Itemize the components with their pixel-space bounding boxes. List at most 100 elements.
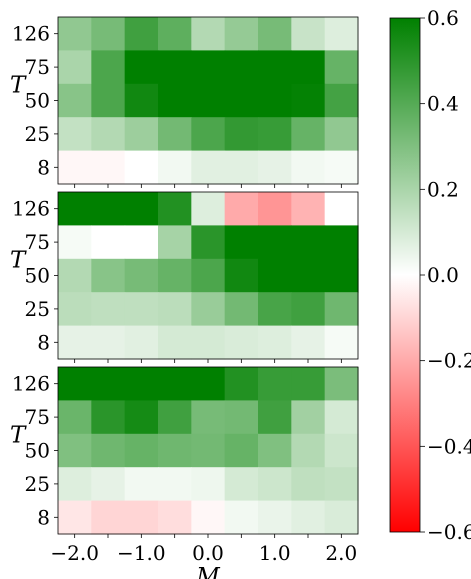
heatmap-cell	[258, 325, 292, 360]
heatmap-cell	[291, 258, 326, 293]
heatmap-cell	[191, 292, 226, 327]
heatmap-cell	[91, 467, 126, 502]
heatmap-cell	[258, 225, 292, 260]
colorbar-tick-label: −0.4	[427, 434, 471, 458]
heatmap-cell	[191, 50, 226, 85]
heatmap-cell	[324, 258, 359, 293]
heatmap-cell	[91, 17, 126, 51]
heatmap-cell	[91, 433, 126, 468]
heatmap-cell	[158, 83, 192, 118]
heatmap-cell	[91, 150, 126, 185]
heatmap-cell	[124, 150, 159, 185]
heatmap-cell	[58, 83, 92, 118]
heatmap-cell	[258, 83, 292, 118]
heatmap-cell	[291, 117, 326, 152]
heatmap-cell	[324, 325, 359, 360]
heatmap-cell	[124, 292, 159, 327]
heatmap-cell	[224, 292, 259, 327]
heatmap-cell	[58, 50, 92, 85]
colorbar-tick-label: 0.0	[427, 263, 459, 287]
heatmap-cell	[91, 192, 126, 226]
heatmap-cell	[224, 117, 259, 152]
heatmap-cell	[324, 50, 359, 85]
heatmap-cell	[224, 192, 259, 226]
heatmap-cell	[158, 500, 192, 535]
y-tick-label: 50	[25, 439, 50, 463]
heatmap-cell	[258, 400, 292, 435]
y-tick-label: 25	[25, 472, 50, 496]
heatmap-cell	[124, 400, 159, 435]
heatmap-cell	[124, 117, 159, 152]
heatmap-cell	[158, 433, 192, 468]
heatmap-cell	[58, 500, 92, 535]
colorbar-tick-label: 0.2	[427, 177, 459, 201]
heatmap-cell	[191, 150, 226, 185]
heatmap-cell	[191, 467, 226, 502]
x-tick-label: 2.0	[325, 541, 357, 565]
heatmap-cell	[158, 367, 192, 401]
heatmap-cell	[124, 500, 159, 535]
heatmap-cell	[324, 467, 359, 502]
heatmap-cell	[224, 467, 259, 502]
y-tick-label: 8	[37, 330, 50, 354]
colorbar: 0.6 0.4 0.2 0.0 −0.2 −0.4 −0.6	[389, 6, 471, 544]
heatmap-cell	[124, 467, 159, 502]
heatmap-cell	[58, 325, 92, 360]
heatmap-panel-3: 126 75 50 25 8−2.0 −1.0 0.0 1.0 2.0 T M	[10, 366, 359, 579]
heatmap-cell	[158, 50, 192, 85]
heatmap-cell	[324, 500, 359, 535]
y-tick-label: 25	[25, 122, 50, 146]
heatmap-cell	[158, 225, 192, 260]
heatmap-cell	[124, 325, 159, 360]
heatmap-cell	[191, 400, 226, 435]
heatmap-cell	[324, 225, 359, 260]
heatmap-cell	[191, 367, 226, 401]
heatmap-cell	[158, 292, 192, 327]
heatmap-cell	[258, 117, 292, 152]
heatmap-cell	[224, 400, 259, 435]
heatmap-cell	[58, 192, 92, 226]
heatmap-cell	[291, 467, 326, 502]
heatmap-cell	[291, 50, 326, 85]
colorbar-tick-label: −0.2	[427, 349, 471, 373]
colorbar-gradient	[389, 17, 421, 533]
heatmap-cell	[191, 225, 226, 260]
heatmap-panel-1: 126 75 50 25 8 T	[10, 16, 359, 188]
heatmap-cell	[224, 258, 259, 293]
y-axis-label: T	[10, 423, 27, 449]
y-tick-label: 8	[37, 155, 50, 179]
y-tick-label: 126	[12, 372, 50, 396]
heatmap-cell	[291, 225, 326, 260]
heatmap-cell	[258, 433, 292, 468]
heatmap-cell	[191, 500, 226, 535]
heatmap-cell	[291, 192, 326, 226]
heatmap-cell	[158, 150, 192, 185]
x-tick-label: 0.0	[192, 541, 224, 565]
heatmap-cell	[124, 367, 159, 401]
heatmap-cell	[258, 467, 292, 502]
heatmap-cell	[258, 192, 292, 226]
heatmap-cell	[91, 367, 126, 401]
heatmap-cell	[158, 325, 192, 360]
y-tick-label: 75	[25, 405, 50, 429]
heatmap-cell	[291, 367, 326, 401]
heatmap-cell	[224, 433, 259, 468]
heatmap-cell	[191, 433, 226, 468]
heatmap-cell	[58, 367, 92, 401]
heatmap-cell	[58, 17, 92, 51]
heatmap-cell	[91, 117, 126, 152]
heatmap-cell	[224, 150, 259, 185]
heatmap-cell	[158, 467, 192, 502]
heatmap-cell	[324, 292, 359, 327]
heatmap-cell	[158, 192, 192, 226]
heatmap-cell	[58, 225, 92, 260]
heatmap-cell	[324, 367, 359, 401]
heatmap-cell	[291, 500, 326, 535]
heatmap-cell	[191, 83, 226, 118]
heatmap-cell	[258, 292, 292, 327]
heatmap-cell	[258, 367, 292, 401]
x-tick-label: −1.0	[117, 541, 166, 565]
heatmap-cell	[324, 400, 359, 435]
